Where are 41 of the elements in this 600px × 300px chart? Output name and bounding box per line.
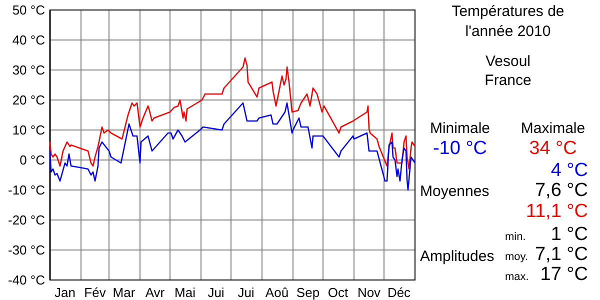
text: 7,6 °C	[534, 180, 588, 201]
y-tick-label: -30 °C	[8, 242, 45, 258]
x-tick-label: Déc	[387, 285, 412, 300]
text: 11,1 °C	[526, 201, 588, 222]
x-tick-label: Jan	[54, 285, 76, 300]
x-tick-label: Avr	[145, 285, 166, 300]
text: min.	[505, 231, 526, 243]
text: Maximale	[520, 120, 586, 137]
y-tick-label: -20 °C	[8, 212, 45, 228]
text: moy.	[505, 251, 528, 263]
text: Températures de l'année 2010	[452, 3, 564, 40]
y-tick-label: -10 °C	[8, 182, 45, 198]
line-series	[49, 102, 416, 191]
x-tick-label: Sep	[296, 285, 320, 300]
y-tick-label: 40 °C	[12, 32, 45, 48]
text: max.	[505, 271, 529, 283]
text: Amplitudes	[420, 248, 494, 265]
text: Vesoul France	[484, 53, 532, 89]
text: 7,1 °C	[534, 244, 588, 265]
y-tick-label: 50 °C	[12, 2, 45, 18]
x-tick-label: Jui	[208, 285, 224, 300]
x-tick-label: Nov	[357, 285, 382, 300]
y-tick-label: 20 °C	[12, 92, 45, 108]
y-tick-label: 10 °C	[12, 122, 45, 138]
y-tick-label: 30 °C	[12, 62, 45, 78]
text: 1 °C	[550, 224, 588, 245]
line-series	[49, 57, 416, 170]
text: -10 °C	[432, 138, 488, 159]
text: 17 °C	[540, 264, 588, 285]
x-tick-label: Aoû	[265, 285, 289, 300]
text: 4 °C	[550, 160, 588, 181]
x-tick-label: Oct	[328, 285, 348, 300]
text: Minimale	[430, 120, 490, 137]
text: Moyennes	[420, 183, 490, 200]
y-tick-label: -40 °C	[8, 272, 45, 288]
x-tick-label: Mar	[112, 285, 136, 300]
y-tick-label: 0 °C	[20, 152, 45, 168]
x-tick-label: Fév	[84, 285, 106, 300]
text: 34 °C	[529, 138, 577, 159]
x-tick-label: Jui	[238, 285, 254, 300]
x-tick-label: Mai	[174, 285, 196, 300]
